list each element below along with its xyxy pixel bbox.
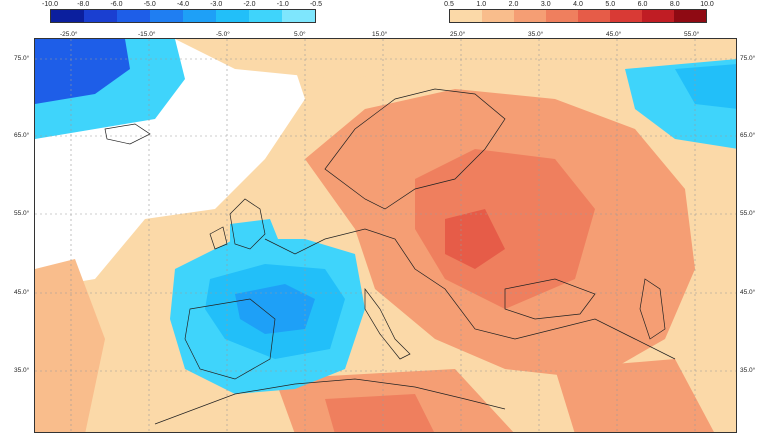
coast-caspian: [639, 278, 666, 340]
pos-swatch-3: [546, 10, 578, 22]
map-canvas: [35, 39, 736, 432]
neg-swatch-0: [51, 10, 84, 22]
pos-swatch-6: [642, 10, 674, 22]
latitude-label-right: 55.0°: [740, 210, 756, 217]
coast-north-africa: [154, 378, 506, 425]
pos-swatch-2: [514, 10, 546, 22]
neg-tick-label: -10.0: [42, 1, 58, 8]
neg-swatch-1: [84, 10, 117, 22]
latitude-label-left: 45.0°: [14, 289, 30, 296]
coastlines: [104, 88, 676, 425]
neg-tick-label: -5.0: [143, 1, 156, 8]
latitude-label-left: 35.0°: [14, 367, 30, 374]
neg-tick-label: -3.0: [210, 1, 223, 8]
latitude-label-left: 55.0°: [14, 210, 30, 217]
coast-ireland: [209, 226, 228, 250]
neg-swatch-4: [183, 10, 216, 22]
pos-tick-label: 10.0: [700, 1, 714, 8]
coast-italy: [364, 287, 411, 360]
anomaly-map: [34, 38, 737, 433]
neg-tick-label: -0.5: [309, 1, 323, 8]
warm-spot-1: [445, 209, 505, 269]
cool-west-inner: [235, 284, 315, 334]
pos-swatch-4: [578, 10, 610, 22]
pos-tick-label: 4.0: [573, 1, 583, 8]
latitude-label-right: 35.0°: [740, 367, 756, 374]
pos-swatch-1: [482, 10, 514, 22]
latitude-label-right: 65.0°: [740, 132, 756, 139]
pos-tick-label: 2.0: [508, 1, 519, 8]
graticule: [35, 39, 736, 432]
pos-tick-label: 0.5: [444, 1, 454, 8]
pos-tick-label: 5.0: [605, 1, 616, 8]
neg-tick-label: -8.0: [77, 1, 90, 8]
neg-swatch-6: [249, 10, 282, 22]
negative-scale-bar: [50, 9, 316, 23]
longitude-label: -5.0°: [216, 31, 230, 38]
neg-swatch-2: [117, 10, 150, 22]
latitude-label-left: 65.0°: [14, 132, 30, 139]
coast-scandinavia: [324, 88, 506, 210]
longitude-label: 5.0°: [294, 31, 306, 38]
positive-scale-ticks: 0.5 1.0 2.0 3.0 4.0 5.0 6.0 8.0 10.0: [444, 0, 714, 10]
pos-tick-label: 6.0: [637, 1, 648, 8]
longitude-label: -25.0°: [60, 31, 78, 38]
coast-british-isles: [229, 198, 266, 250]
coast-iceland: [104, 123, 151, 145]
neg-tick-label: -2.0: [243, 1, 256, 8]
neg-swatch-3: [150, 10, 183, 22]
pos-tick-label: 3.0: [540, 1, 551, 8]
pos-tick-label: 1.0: [476, 1, 487, 8]
neg-tick-label: -1.0: [276, 1, 289, 8]
coast-black-sea: [504, 278, 596, 320]
pos-swatch-7: [674, 10, 706, 22]
latitude-label-left: 75.0°: [14, 55, 30, 62]
cool-arctic-east-inner: [675, 64, 736, 109]
negative-scale-ticks: -10.0 -8.0 -6.0 -5.0 -4.0 -3.0 -2.0 -1.0 -0.5: [42, 0, 322, 10]
neg-tick-label: -4.0: [176, 1, 190, 8]
positive-color-scale: 0.5 1.0 2.0 3.0 4.0 5.0 6.0 8.0 10.0: [444, 0, 714, 26]
neg-swatch-7: [282, 10, 315, 22]
latitude-label-right: 45.0°: [740, 289, 756, 296]
positive-scale-bar: [449, 9, 707, 23]
cool-greenland-inner: [35, 39, 130, 104]
pos-swatch-5: [610, 10, 642, 22]
longitude-label: 35.0°: [528, 31, 544, 38]
longitude-label: -15.0°: [138, 31, 156, 38]
coast-mainland: [264, 228, 676, 360]
warm-core-inner: [415, 149, 595, 309]
latitude-label-right: 75.0°: [740, 55, 756, 62]
longitude-label: 15.0°: [372, 31, 388, 38]
longitude-label: 25.0°: [450, 31, 466, 38]
south-warm-core: [325, 394, 434, 432]
cool-british-isles: [230, 219, 280, 254]
atlantic-warm-patch: [35, 259, 105, 432]
longitude-label: 45.0°: [606, 31, 622, 38]
negative-color-scale: -10.0 -8.0 -6.0 -5.0 -4.0 -3.0 -2.0 -1.0 -0.5: [42, 0, 322, 26]
pos-swatch-0: [450, 10, 482, 22]
longitude-label: 55.0°: [684, 31, 700, 38]
pos-tick-label: 8.0: [669, 1, 680, 8]
southeast-warm: [555, 359, 714, 432]
coast-iberia: [184, 298, 276, 380]
neg-swatch-5: [216, 10, 249, 22]
neg-tick-label: -6.0: [110, 1, 123, 8]
